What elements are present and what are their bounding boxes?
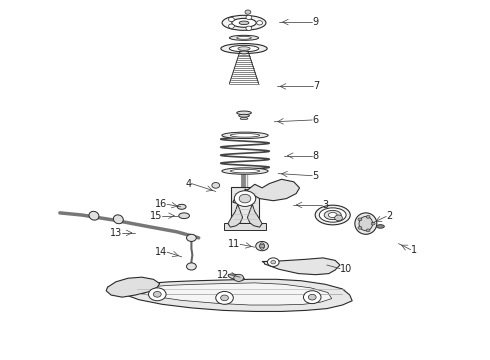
Circle shape: [257, 21, 263, 25]
Ellipse shape: [315, 205, 350, 225]
Circle shape: [220, 295, 228, 301]
Polygon shape: [133, 283, 332, 305]
Ellipse shape: [237, 111, 251, 114]
Circle shape: [358, 218, 362, 221]
Ellipse shape: [232, 18, 256, 27]
Text: 7: 7: [313, 81, 319, 91]
Polygon shape: [247, 204, 262, 227]
Text: 9: 9: [312, 17, 318, 27]
Polygon shape: [224, 223, 266, 230]
Circle shape: [239, 194, 251, 203]
Text: 12: 12: [217, 270, 229, 280]
Circle shape: [228, 17, 234, 22]
Circle shape: [234, 274, 244, 282]
Ellipse shape: [324, 210, 341, 220]
Ellipse shape: [239, 21, 249, 24]
Circle shape: [234, 191, 256, 206]
Circle shape: [148, 288, 166, 301]
Circle shape: [366, 215, 370, 218]
Circle shape: [153, 292, 161, 297]
Text: 3: 3: [322, 200, 328, 210]
Text: 16: 16: [155, 199, 167, 209]
Circle shape: [371, 222, 375, 225]
Ellipse shape: [222, 168, 268, 174]
Ellipse shape: [260, 243, 265, 249]
Ellipse shape: [229, 35, 259, 40]
Ellipse shape: [355, 213, 377, 234]
Ellipse shape: [228, 274, 245, 280]
Text: 11: 11: [228, 239, 240, 249]
Bar: [231, 187, 259, 223]
Polygon shape: [106, 277, 160, 297]
Circle shape: [366, 229, 370, 232]
Circle shape: [268, 258, 279, 266]
Text: 2: 2: [386, 211, 392, 221]
Polygon shape: [108, 279, 352, 311]
Circle shape: [245, 10, 251, 14]
Circle shape: [212, 183, 220, 188]
Polygon shape: [262, 258, 340, 275]
Text: 6: 6: [312, 115, 318, 125]
Ellipse shape: [222, 15, 266, 30]
Ellipse shape: [359, 216, 373, 231]
Circle shape: [335, 215, 343, 221]
Ellipse shape: [230, 134, 260, 137]
Ellipse shape: [328, 212, 337, 217]
Text: 10: 10: [340, 264, 352, 274]
Circle shape: [246, 26, 252, 30]
Ellipse shape: [113, 215, 123, 224]
Circle shape: [246, 15, 252, 19]
Ellipse shape: [240, 51, 248, 54]
Circle shape: [308, 294, 316, 300]
Ellipse shape: [240, 117, 248, 120]
Circle shape: [271, 260, 276, 264]
Ellipse shape: [229, 45, 259, 52]
Ellipse shape: [179, 213, 190, 219]
Circle shape: [187, 263, 196, 270]
Text: 5: 5: [312, 171, 318, 181]
Text: 1: 1: [411, 245, 417, 255]
Text: 15: 15: [150, 211, 162, 221]
Text: 13: 13: [110, 228, 122, 238]
Ellipse shape: [319, 208, 346, 222]
Ellipse shape: [222, 132, 268, 139]
Text: 8: 8: [312, 151, 318, 161]
Circle shape: [187, 234, 196, 242]
Ellipse shape: [238, 47, 250, 50]
Circle shape: [228, 24, 234, 28]
Ellipse shape: [89, 211, 99, 220]
Ellipse shape: [239, 114, 249, 117]
Circle shape: [216, 292, 233, 304]
Circle shape: [358, 226, 362, 229]
Ellipse shape: [221, 44, 267, 54]
Ellipse shape: [230, 169, 260, 173]
Ellipse shape: [177, 204, 186, 209]
Polygon shape: [233, 179, 299, 206]
Circle shape: [303, 291, 321, 303]
Polygon shape: [228, 204, 243, 227]
Text: 14: 14: [155, 247, 167, 257]
Ellipse shape: [237, 36, 251, 39]
Text: 4: 4: [185, 179, 192, 189]
Ellipse shape: [376, 225, 384, 228]
Circle shape: [260, 244, 265, 248]
Circle shape: [256, 242, 269, 251]
